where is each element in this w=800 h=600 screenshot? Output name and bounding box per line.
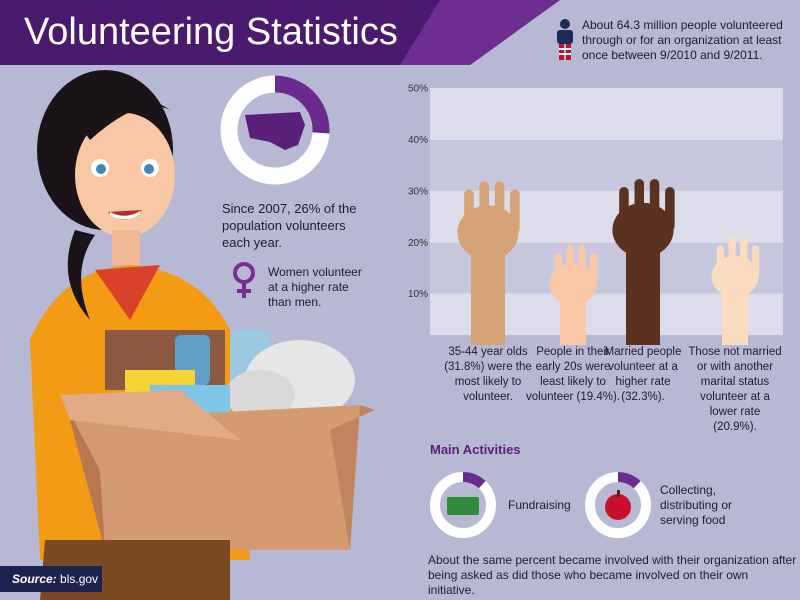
header-accent xyxy=(400,0,560,65)
category-label: Those not married or with another marita… xyxy=(688,346,782,433)
y-tick-label: 40% xyxy=(408,135,428,146)
activity-label: Fundraising xyxy=(508,498,571,512)
donut-arc xyxy=(430,472,496,538)
stat-text: About 64.3 million people volunteered th… xyxy=(582,18,783,62)
apple-icon xyxy=(605,494,631,520)
hand-bar xyxy=(471,215,505,345)
y-tick-label: 50% xyxy=(408,84,428,95)
activities-note: About the same percent became involved w… xyxy=(428,553,797,597)
woman-illustration xyxy=(30,70,375,600)
category-label: 35-44 year olds (31.8%) were the most li… xyxy=(444,346,532,403)
category-label: People in their early 20s were least lik… xyxy=(526,346,620,403)
title: Volunteering Statistics xyxy=(24,11,398,53)
source-badge xyxy=(0,566,102,592)
us-map xyxy=(245,112,305,150)
apple-stem xyxy=(617,490,620,497)
source-text: bls.gov xyxy=(60,572,99,586)
donut-text: Since 2007, 26% of the population volunt… xyxy=(222,201,357,250)
hand-bar xyxy=(626,212,660,345)
grid-band xyxy=(430,88,783,140)
y-tick-label: 10% xyxy=(408,289,428,300)
hand-bar xyxy=(722,263,748,345)
activity-label: Collecting, distributing or serving food xyxy=(660,483,733,527)
hand-bar xyxy=(560,271,586,345)
money-icon xyxy=(447,497,479,515)
donut-arc xyxy=(220,75,330,185)
source: Source: bls.gov xyxy=(12,572,98,587)
category-label: Married people volunteer at a higher rat… xyxy=(604,346,682,403)
y-tick-label: 30% xyxy=(408,186,428,197)
female-symbol-icon xyxy=(233,262,255,298)
person-icon xyxy=(557,19,573,60)
women-text: Women volunteer at a higher rate than me… xyxy=(268,265,362,309)
y-tick-label: 20% xyxy=(408,238,428,249)
activities-title: Main Activities xyxy=(430,442,521,457)
donut-arc xyxy=(585,472,651,538)
source-label: Source: xyxy=(12,572,57,586)
